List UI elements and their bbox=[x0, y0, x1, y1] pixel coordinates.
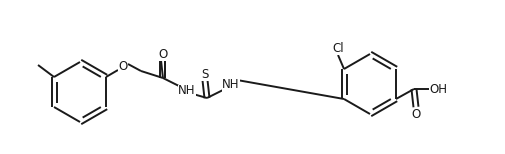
Text: S: S bbox=[201, 67, 208, 81]
Text: NH: NH bbox=[178, 85, 195, 97]
Text: Cl: Cl bbox=[332, 41, 343, 55]
Text: O: O bbox=[411, 107, 420, 120]
Text: OH: OH bbox=[428, 83, 446, 95]
Text: NH: NH bbox=[222, 79, 239, 91]
Text: O: O bbox=[118, 61, 127, 73]
Text: O: O bbox=[158, 47, 167, 61]
